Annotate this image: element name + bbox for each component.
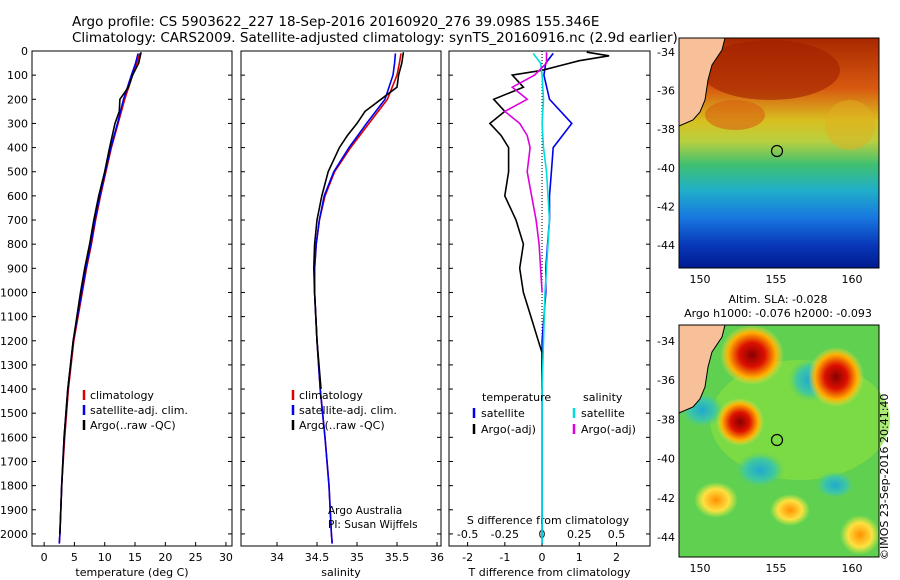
map-y-tick-label: -38 [657, 413, 675, 426]
y-tick-label: 1500 [0, 407, 28, 420]
chart-annotation: Argo Australia [328, 505, 402, 517]
y-tick-label: 2000 [0, 528, 28, 541]
y-tick-label: 1300 [0, 359, 28, 372]
map-y-tick-label: -44 [657, 531, 675, 544]
map-x-tick-label: 155 [766, 273, 787, 286]
x-tick-label: 20 [158, 551, 172, 564]
x-tick-label: 15 [128, 551, 142, 564]
y-tick-label: 300 [7, 117, 28, 130]
y-tick-label: 1800 [0, 480, 28, 493]
series-line-temperature-argo-adj- [488, 51, 610, 389]
plot-frame-1 [240, 50, 442, 547]
chart-annotation: PI: Susan Wijffels [328, 519, 418, 531]
y-tick-label: 0 [21, 45, 28, 58]
map-y-tick-label: -42 [657, 492, 675, 505]
x-tick-label: 34 [270, 551, 284, 564]
series-line-temperature-satellite [541, 52, 573, 544]
x-tick-label: 34.5 [305, 551, 330, 564]
series-line-salinity-satellite [532, 52, 551, 544]
series-line-argo-raw-qc- [312, 52, 405, 390]
series-line-argo-raw-qc- [59, 52, 142, 534]
x-top-tick-label: 0.25 [567, 528, 592, 541]
y-tick-label: 800 [7, 238, 28, 251]
x-top-tick-label: 0.5 [608, 528, 626, 541]
map-y-tick-label: -40 [657, 162, 675, 175]
map-y-tick-label: -44 [657, 239, 675, 252]
y-tick-label: 1000 [0, 286, 28, 299]
sla-map-title1: Altim. SLA: -0.028 [728, 293, 828, 306]
y-tick-label: 700 [7, 214, 28, 227]
x-tick-label: 5 [71, 551, 78, 564]
legend-label: satellite [481, 407, 525, 420]
x-tick-label: 36 [430, 551, 444, 564]
x-tick-label: 1 [576, 551, 583, 564]
plot-frame-2 [448, 50, 651, 547]
x-tick-label: 35.5 [385, 551, 410, 564]
legend-label: climatology [90, 389, 154, 402]
x-tick-label: 30 [219, 551, 233, 564]
y-tick-label: 1200 [0, 335, 28, 348]
y-tick-label: 900 [7, 262, 28, 275]
y-tick-label: 100 [7, 69, 28, 82]
header-title-line2: Climatology: CARS2009. Satellite-adjuste… [72, 30, 678, 46]
x-tick-label: -2 [462, 551, 473, 564]
legend-label: Argo(..raw -QC) [299, 419, 385, 432]
series-line-satellite-adj-clim- [58, 53, 139, 544]
legend-label: climatology [299, 389, 363, 402]
y-tick-label: 200 [7, 93, 28, 106]
map-y-tick-label: -34 [657, 46, 675, 59]
map-x-tick-label: 160 [842, 562, 863, 575]
legend-label: satellite-adj. clim. [90, 404, 188, 417]
map-y-tick-label: -34 [657, 335, 675, 348]
y-tick-label: 600 [7, 190, 28, 203]
series-line-climatology [58, 53, 141, 544]
legend-label: Argo(-adj) [481, 423, 536, 436]
map-y-tick-label: -36 [657, 85, 675, 98]
x-tick-label: 0 [41, 551, 48, 564]
y-tick-label: 500 [7, 166, 28, 179]
x-top-tick-label: -0.25 [491, 528, 519, 541]
x-tick-label: 25 [189, 551, 203, 564]
legend-title-salinity: salinity [583, 391, 623, 404]
y-tick-label: 1600 [0, 431, 28, 444]
map-y-tick-label: -36 [657, 374, 675, 387]
x-tick-label: -1 [499, 551, 510, 564]
x-tick-label: 0 [539, 551, 546, 564]
map-y-tick-label: -42 [657, 200, 675, 213]
map-x-tick-label: 150 [690, 562, 711, 575]
x-axis-label: temperature (deg C) [75, 566, 188, 579]
y-tick-label: 1100 [0, 311, 28, 324]
copyright-label: ©IMOS 23-Sep-2016 20:41:40 [878, 393, 891, 560]
x-top-tick-label: -0.5 [457, 528, 478, 541]
legend-label: satellite [581, 407, 625, 420]
legend-label: satellite-adj. clim. [299, 404, 397, 417]
map-x-tick-label: 155 [766, 562, 787, 575]
x-axis-label: salinity [321, 566, 361, 579]
x-axis-label: T difference from climatology [468, 566, 631, 579]
legend-label: Argo(-adj) [581, 423, 636, 436]
y-tick-label: 1900 [0, 504, 28, 517]
sst-map-title: sat. SST: 15.4 Argo: 15.7 [710, 44, 846, 57]
series-line-salinity-argo-adj- [503, 52, 548, 293]
header-title-line1: Argo profile: CS 5903622_227 18-Sep-2016… [72, 14, 600, 30]
plot-frame-0 [31, 50, 233, 547]
sla-map-title2: Argo h1000: -0.076 h2000: -0.093 [684, 307, 872, 320]
legend-title-temperature: temperature [482, 391, 551, 404]
x-tick-label: 2 [613, 551, 620, 564]
map-y-tick-label: -40 [657, 453, 675, 466]
y-tick-label: 1700 [0, 455, 28, 468]
map-x-tick-label: 160 [842, 273, 863, 286]
y-tick-label: 400 [7, 142, 28, 155]
map-y-tick-label: -38 [657, 123, 675, 136]
legend-label: Argo(..raw -QC) [90, 419, 176, 432]
y-tick-label: 1400 [0, 383, 28, 396]
x-tick-label: 35 [350, 551, 364, 564]
map-x-tick-label: 150 [690, 273, 711, 286]
x-tick-label: 10 [98, 551, 112, 564]
x-top-axis-label: S difference from climatology [467, 514, 630, 527]
